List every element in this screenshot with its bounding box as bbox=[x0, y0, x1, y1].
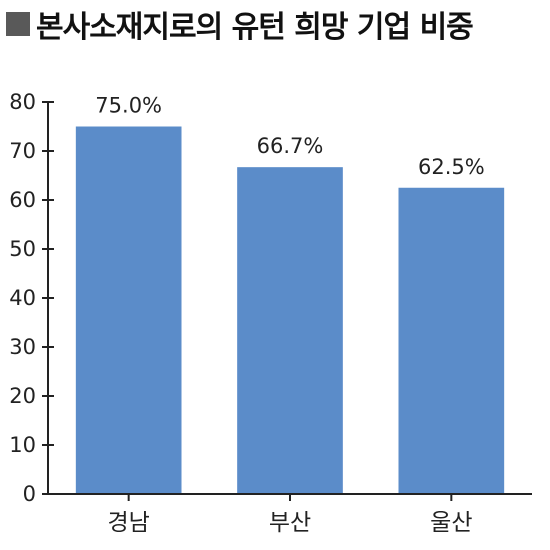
data-label-울산: 62.5% bbox=[418, 155, 485, 179]
y-tick-label: 0 bbox=[23, 482, 36, 506]
y-tick-label: 40 bbox=[9, 286, 36, 310]
bar-경남 bbox=[75, 126, 182, 494]
data-label-경남: 75.0% bbox=[95, 94, 162, 118]
bar-부산 bbox=[237, 167, 343, 495]
y-tick-label: 20 bbox=[9, 384, 36, 408]
y-axis: 0 10 20 30 40 50 60 70 80 bbox=[9, 90, 54, 506]
y-tick-label: 70 bbox=[9, 139, 36, 163]
y-tick-label: 50 bbox=[9, 237, 36, 261]
x-axis: 경남 부산 울산 bbox=[48, 493, 532, 536]
x-category-label: 경남 bbox=[108, 510, 150, 536]
chart-title-text: 본사소재지로의 유턴 희망 기업 비중 bbox=[36, 10, 474, 45]
data-labels: 75.0% 66.7% 62.5% bbox=[95, 94, 484, 179]
y-tick-label: 30 bbox=[9, 335, 36, 359]
y-tick-label: 60 bbox=[9, 188, 36, 212]
x-category-label: 울산 bbox=[430, 510, 472, 536]
y-tick-label: 80 bbox=[9, 90, 36, 114]
chart-title: 본사소재지로의 유턴 희망 기업 비중 bbox=[6, 6, 474, 45]
bars bbox=[75, 126, 505, 495]
data-label-부산: 66.7% bbox=[257, 134, 324, 158]
x-category-label: 부산 bbox=[269, 510, 311, 536]
y-tick-label: 10 bbox=[9, 433, 36, 457]
title-square-icon bbox=[6, 12, 30, 36]
bar-울산 bbox=[398, 187, 505, 494]
